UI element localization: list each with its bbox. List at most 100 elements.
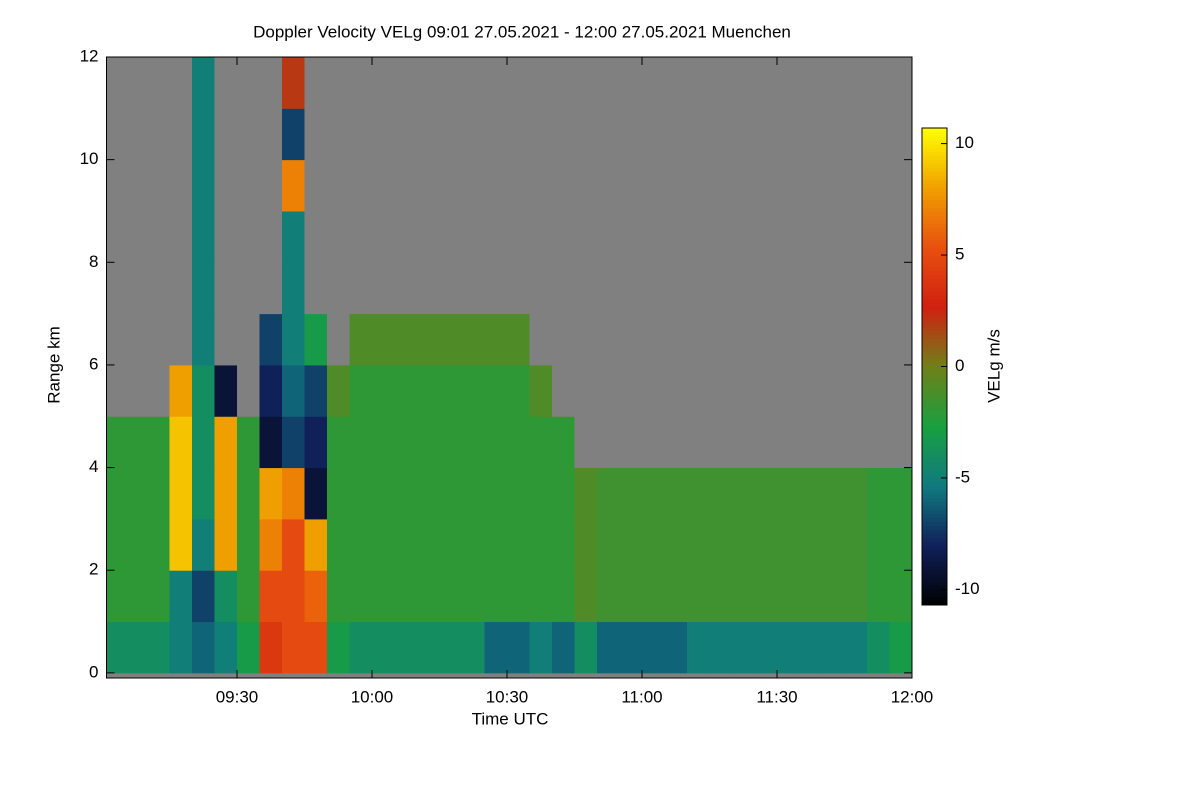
heatmap-cell: [282, 108, 305, 161]
heatmap-cell: [462, 467, 485, 520]
heatmap-cell: [642, 518, 665, 571]
heatmap-cell: [147, 518, 170, 571]
heatmap-cell: [147, 313, 170, 366]
colorbar-segment: [922, 442, 947, 447]
heatmap-cell: [484, 159, 508, 212]
heatmap-cell: [192, 313, 215, 366]
colorbar-segment: [922, 601, 947, 606]
heatmap-cell: [349, 518, 373, 571]
heatmap-cell: [394, 57, 418, 109]
colorbar-segment: [922, 430, 947, 435]
colorbar-segment: [922, 533, 947, 538]
heatmap-cell: [777, 364, 800, 417]
colorbar-segment: [922, 549, 947, 554]
heatmap-cell: [327, 621, 350, 674]
heatmap-cell: [147, 262, 170, 315]
colorbar-segment: [922, 517, 947, 523]
heatmap-cell: [799, 57, 823, 109]
heatmap-cell: [597, 57, 620, 109]
heatmap-cell: [822, 364, 845, 417]
heatmap-cell: [169, 570, 193, 623]
heatmap-cell: [574, 518, 598, 571]
heatmap-cell: [237, 313, 260, 366]
heatmap-cell: [484, 621, 508, 674]
heatmap-cell: [214, 416, 238, 469]
heatmap-cell: [259, 57, 283, 109]
chart-title: Doppler Velocity VELg 09:01 27.05.2021 -…: [253, 22, 791, 41]
colorbar-segment: [922, 179, 947, 185]
colorbar-tick-label: 5: [955, 245, 964, 264]
colorbar-segment: [922, 509, 947, 515]
heatmap-cell: [237, 210, 260, 263]
heatmap-cell: [867, 518, 890, 571]
heatmap-cell: [507, 364, 530, 417]
heatmap-cell: [867, 621, 890, 674]
heatmap-cell: [192, 262, 215, 315]
colorbar-segment: [922, 350, 947, 356]
heatmap-cell: [439, 467, 463, 520]
heatmap-cell: [642, 467, 665, 520]
colorbar-segment: [922, 306, 947, 312]
heatmap-cell: [822, 621, 845, 674]
heatmap-cell: [799, 210, 823, 263]
colorbar-segment: [922, 589, 947, 594]
heatmap-cell: [259, 210, 283, 263]
heatmap-cell: [574, 364, 598, 417]
heatmap-cell: [799, 518, 823, 571]
heatmap-cell: [169, 108, 193, 161]
heatmap-cell: [529, 57, 553, 109]
heatmap-cell: [754, 467, 778, 520]
y-tick-label: 0: [89, 662, 98, 681]
x-tick-label: 09:30: [216, 687, 259, 706]
heatmap-cell: [169, 621, 193, 674]
heatmap-cell: [147, 210, 170, 263]
heatmap-cell: [349, 57, 373, 109]
heatmap-cell: [844, 364, 868, 417]
heatmap-cell: [709, 210, 733, 263]
heatmap-cell: [417, 416, 440, 469]
heatmap-cell: [867, 159, 890, 212]
heatmap-cell: [574, 416, 598, 469]
heatmap-cell: [192, 159, 215, 212]
heatmap-cell: [439, 364, 463, 417]
heatmap-cell: [327, 416, 350, 469]
heatmap-cell: [147, 416, 170, 469]
colorbar-segment: [922, 243, 947, 248]
colorbar-segment: [922, 461, 947, 467]
heatmap-cell: [889, 159, 913, 212]
x-tick-label: 11:30: [756, 687, 797, 706]
heatmap-cell: [709, 518, 733, 571]
heatmap-cell: [642, 57, 665, 109]
colorbar-segment: [922, 593, 947, 598]
heatmap-cell: [552, 467, 575, 520]
heatmap-cell: [484, 570, 508, 623]
colorbar-segment: [922, 195, 947, 201]
heatmap-cell: [304, 364, 328, 417]
colorbar-segment: [922, 135, 947, 141]
heatmap-cell: [462, 518, 485, 571]
heatmap-cell: [709, 621, 733, 674]
heatmap-cell: [619, 416, 643, 469]
colorbar-segment: [922, 521, 947, 526]
heatmap-cell: [462, 621, 485, 674]
colorbar-segment: [922, 175, 947, 181]
colorbar-segment: [922, 537, 947, 542]
heatmap-cell: [664, 364, 688, 417]
heatmap-cell: [889, 57, 913, 109]
heatmap-cell: [574, 57, 598, 109]
heatmap-cell: [799, 621, 823, 674]
heatmap-cell: [237, 57, 260, 109]
heatmap-cell: [304, 518, 328, 571]
heatmap-cell: [889, 518, 913, 571]
colorbar-segment: [922, 251, 947, 256]
heatmap-cell: [237, 570, 260, 623]
colorbar-segment: [922, 370, 947, 375]
heatmap-cell: [754, 262, 778, 315]
heatmap-cell: [327, 159, 350, 212]
heatmap-cell: [687, 467, 710, 520]
heatmap-cell: [574, 210, 598, 263]
heatmap-cell: [507, 210, 530, 263]
heatmap-cell: [327, 518, 350, 571]
heatmap-cell: [462, 416, 485, 469]
heatmap-cell: [574, 621, 598, 674]
